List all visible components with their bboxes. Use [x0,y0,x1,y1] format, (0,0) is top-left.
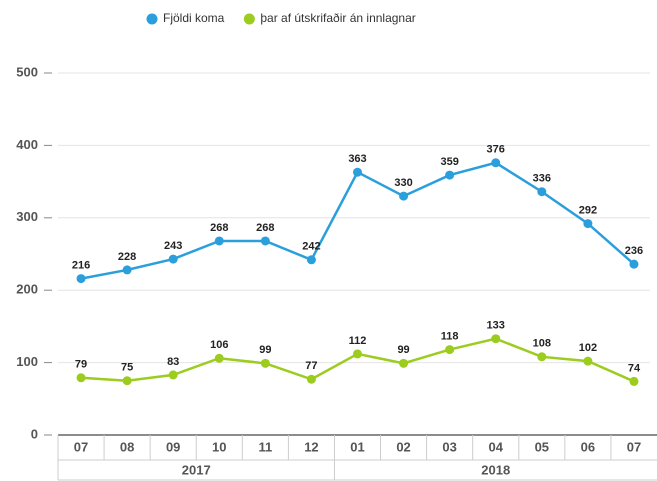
data-label: 376 [487,144,505,156]
x-tick-label: 07 [627,439,641,454]
x-tick-label: 06 [581,439,595,454]
x-tick-label: 03 [442,439,456,454]
x-tick-label: 09 [166,439,180,454]
x-tick-label: 02 [396,439,410,454]
point [537,352,547,362]
point [168,370,178,380]
data-label: 133 [487,320,505,332]
y-tick-label: 400 [16,137,38,152]
legend-marker [243,13,255,25]
legend-marker [146,13,158,25]
point [122,265,132,275]
x-tick-label: 01 [350,439,364,454]
point [583,219,593,229]
x-tick-label: 08 [120,439,134,454]
data-label: 292 [579,204,597,216]
point [399,191,409,201]
point [306,255,316,265]
data-label: 99 [397,344,409,356]
point [76,373,86,383]
data-label: 243 [164,240,182,252]
series-line [80,161,635,280]
point [537,187,547,197]
point [76,274,86,284]
data-label: 99 [259,344,271,356]
point [491,158,501,168]
data-label: 363 [348,153,366,165]
data-label: 359 [440,156,458,168]
data-label: 102 [579,342,597,354]
y-tick-label: 0 [31,426,38,441]
point [445,170,455,180]
point [583,356,593,366]
data-label: 75 [121,362,133,374]
y-tick-label: 500 [16,64,38,79]
point [491,334,501,344]
legend-label: Fjöldi koma [163,11,225,25]
point [260,358,270,368]
data-label: 108 [533,338,551,350]
point [629,376,639,386]
point [306,374,316,384]
point [168,254,178,264]
x-tick-label: 11 [258,439,272,454]
x-tick-label: 04 [488,439,503,454]
data-label: 77 [305,360,317,372]
data-label: 330 [394,177,412,189]
data-label: 79 [75,359,87,371]
data-label: 118 [441,330,459,342]
x-tick-label: 12 [304,439,318,454]
data-label: 242 [302,241,320,253]
data-label: 106 [210,339,228,351]
y-tick-label: 200 [16,282,38,297]
point [122,376,132,386]
point [353,349,362,359]
x-tick-label: 07 [74,439,88,454]
data-label: 112 [349,335,367,347]
point [445,345,455,355]
data-label: 228 [118,251,136,263]
x-tick-label: 10 [212,439,226,454]
data-label: 268 [256,222,274,234]
point [353,167,362,177]
point [214,236,224,246]
data-label: 74 [628,362,641,374]
y-tick-label: 100 [16,354,38,369]
x-group-label: 2017 [182,462,211,477]
point [260,236,270,246]
legend-label: þar af útskrifaðir án innlagnar [260,11,415,25]
point [214,353,224,363]
x-tick-label: 05 [535,439,549,454]
data-label: 336 [533,173,551,185]
data-label: 216 [72,260,90,272]
data-label: 236 [625,245,643,257]
point [629,259,639,269]
point [399,358,409,368]
data-label: 268 [210,222,228,234]
data-label: 83 [167,356,179,368]
x-group-label: 2018 [481,462,510,477]
y-tick-label: 300 [16,209,38,224]
